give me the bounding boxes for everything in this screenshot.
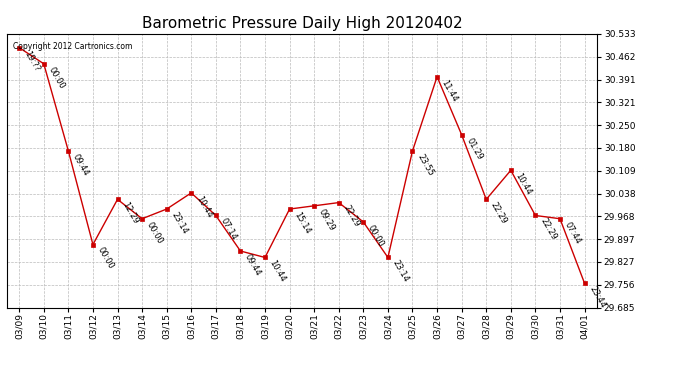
Text: 19:??: 19:?? (22, 49, 41, 73)
Text: 09:44: 09:44 (243, 252, 263, 278)
Text: 07:44: 07:44 (563, 220, 582, 245)
Title: Barometric Pressure Daily High 20120402: Barometric Pressure Daily High 20120402 (141, 16, 462, 31)
Text: 10:44: 10:44 (268, 259, 288, 284)
Text: 23:14: 23:14 (170, 210, 189, 236)
Text: 11:44: 11:44 (440, 78, 460, 103)
Text: Copyright 2012 Cartronics.com: Copyright 2012 Cartronics.com (13, 42, 132, 51)
Text: 22:29: 22:29 (342, 204, 361, 229)
Text: 00:00: 00:00 (46, 65, 66, 90)
Text: 15:14: 15:14 (293, 210, 312, 236)
Text: 09:44: 09:44 (71, 152, 91, 177)
Text: 09:29: 09:29 (317, 207, 337, 232)
Text: 23:55: 23:55 (415, 152, 435, 177)
Text: 07:14: 07:14 (219, 217, 238, 242)
Text: 23:44: 23:44 (587, 285, 607, 310)
Text: 10:44: 10:44 (194, 194, 214, 219)
Text: 23:14: 23:14 (391, 259, 411, 284)
Text: 12:29: 12:29 (120, 201, 140, 226)
Text: 00:00: 00:00 (96, 246, 115, 271)
Text: 10:44: 10:44 (513, 172, 533, 197)
Text: 22:29: 22:29 (489, 201, 509, 226)
Text: 00:00: 00:00 (145, 220, 164, 245)
Text: 22:29: 22:29 (538, 217, 558, 242)
Text: 00:00: 00:00 (366, 224, 386, 248)
Text: 01:29: 01:29 (464, 136, 484, 161)
